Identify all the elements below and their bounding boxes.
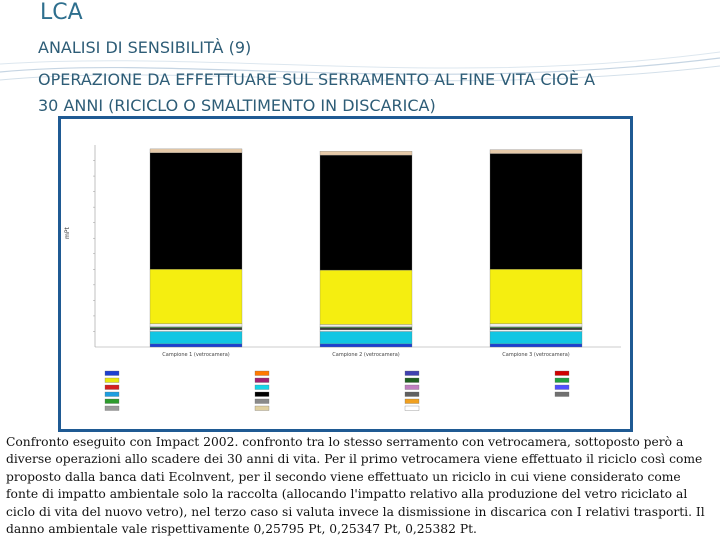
bar-segment bbox=[489, 327, 583, 331]
page-subtitle: ANALISI DI SENSIBILITÀ (9) bbox=[38, 38, 252, 57]
bar-segment bbox=[149, 152, 243, 270]
bar-segment bbox=[149, 269, 243, 324]
category-label: Campione 1 (vetrocamera) bbox=[162, 352, 229, 358]
bar-segment bbox=[149, 327, 243, 331]
legend-swatch bbox=[554, 391, 570, 397]
legend-swatch bbox=[254, 405, 270, 411]
category-label: Campione 2 (vetrocamera) bbox=[332, 352, 399, 358]
y-axis-label: mPt bbox=[64, 227, 71, 239]
legend-swatch bbox=[104, 370, 120, 376]
legend-swatch bbox=[254, 377, 270, 383]
bar-segment bbox=[489, 343, 583, 348]
legend-swatch bbox=[554, 377, 570, 383]
bar-group: Campione 1 (vetrocamera) Campione 2 (vetr… bbox=[149, 148, 583, 358]
legend-swatch bbox=[554, 384, 570, 390]
legend-swatch bbox=[404, 377, 420, 383]
bar-segment bbox=[149, 331, 243, 345]
legend-swatch bbox=[554, 370, 570, 376]
chart-legend bbox=[104, 370, 570, 411]
bar-segment bbox=[149, 323, 243, 327]
topic-line-1: OPERAZIONE DA EFFETTUARE SUL SERRAMENTO … bbox=[38, 70, 596, 89]
bar-segment bbox=[319, 343, 413, 348]
page-title: LCA bbox=[40, 0, 83, 25]
legend-swatch bbox=[404, 398, 420, 404]
bar-segment bbox=[319, 329, 413, 332]
legend-swatch bbox=[404, 370, 420, 376]
bar-segment bbox=[489, 323, 583, 327]
bar-segment bbox=[489, 331, 583, 345]
legend-swatch bbox=[104, 384, 120, 390]
bar-segment bbox=[149, 148, 243, 153]
bar-segment bbox=[489, 153, 583, 270]
bar-segment bbox=[489, 329, 583, 332]
stacked-bar-chart: Campione 1 (vetrocamera) Campione 2 (vetr… bbox=[64, 145, 621, 411]
legend-swatch bbox=[104, 391, 120, 397]
legend-swatch bbox=[254, 391, 270, 397]
bar-segment bbox=[489, 149, 583, 154]
legend-swatch bbox=[104, 377, 120, 383]
legend-swatch bbox=[404, 384, 420, 390]
header-decoration bbox=[0, 51, 720, 82]
bar-segment bbox=[489, 269, 583, 324]
topic-line-2: 30 ANNI (RICICLO O SMALTIMENTO IN DISCAR… bbox=[38, 96, 436, 115]
bar-segment bbox=[319, 269, 413, 325]
bar-segment bbox=[319, 327, 413, 331]
bar-segment bbox=[319, 331, 413, 345]
legend-swatch bbox=[404, 391, 420, 397]
legend-swatch bbox=[254, 384, 270, 390]
bar-segment bbox=[149, 329, 243, 332]
bar-segment bbox=[319, 151, 413, 156]
bar-segment bbox=[149, 343, 243, 348]
bar-segment bbox=[319, 324, 413, 327]
bar-segment bbox=[319, 154, 413, 271]
legend-swatch bbox=[104, 405, 120, 411]
legend-swatch bbox=[254, 398, 270, 404]
chart-frame: Campione 1 (vetrocamera) Campione 2 (vetr… bbox=[58, 116, 633, 432]
legend-swatch bbox=[104, 398, 120, 404]
legend-swatch bbox=[404, 405, 420, 411]
category-label: Campione 3 (vetrocamera) bbox=[502, 352, 569, 358]
legend-swatch bbox=[254, 370, 270, 376]
figure-caption: Confronto eseguito con Impact 2002. conf… bbox=[6, 435, 705, 537]
